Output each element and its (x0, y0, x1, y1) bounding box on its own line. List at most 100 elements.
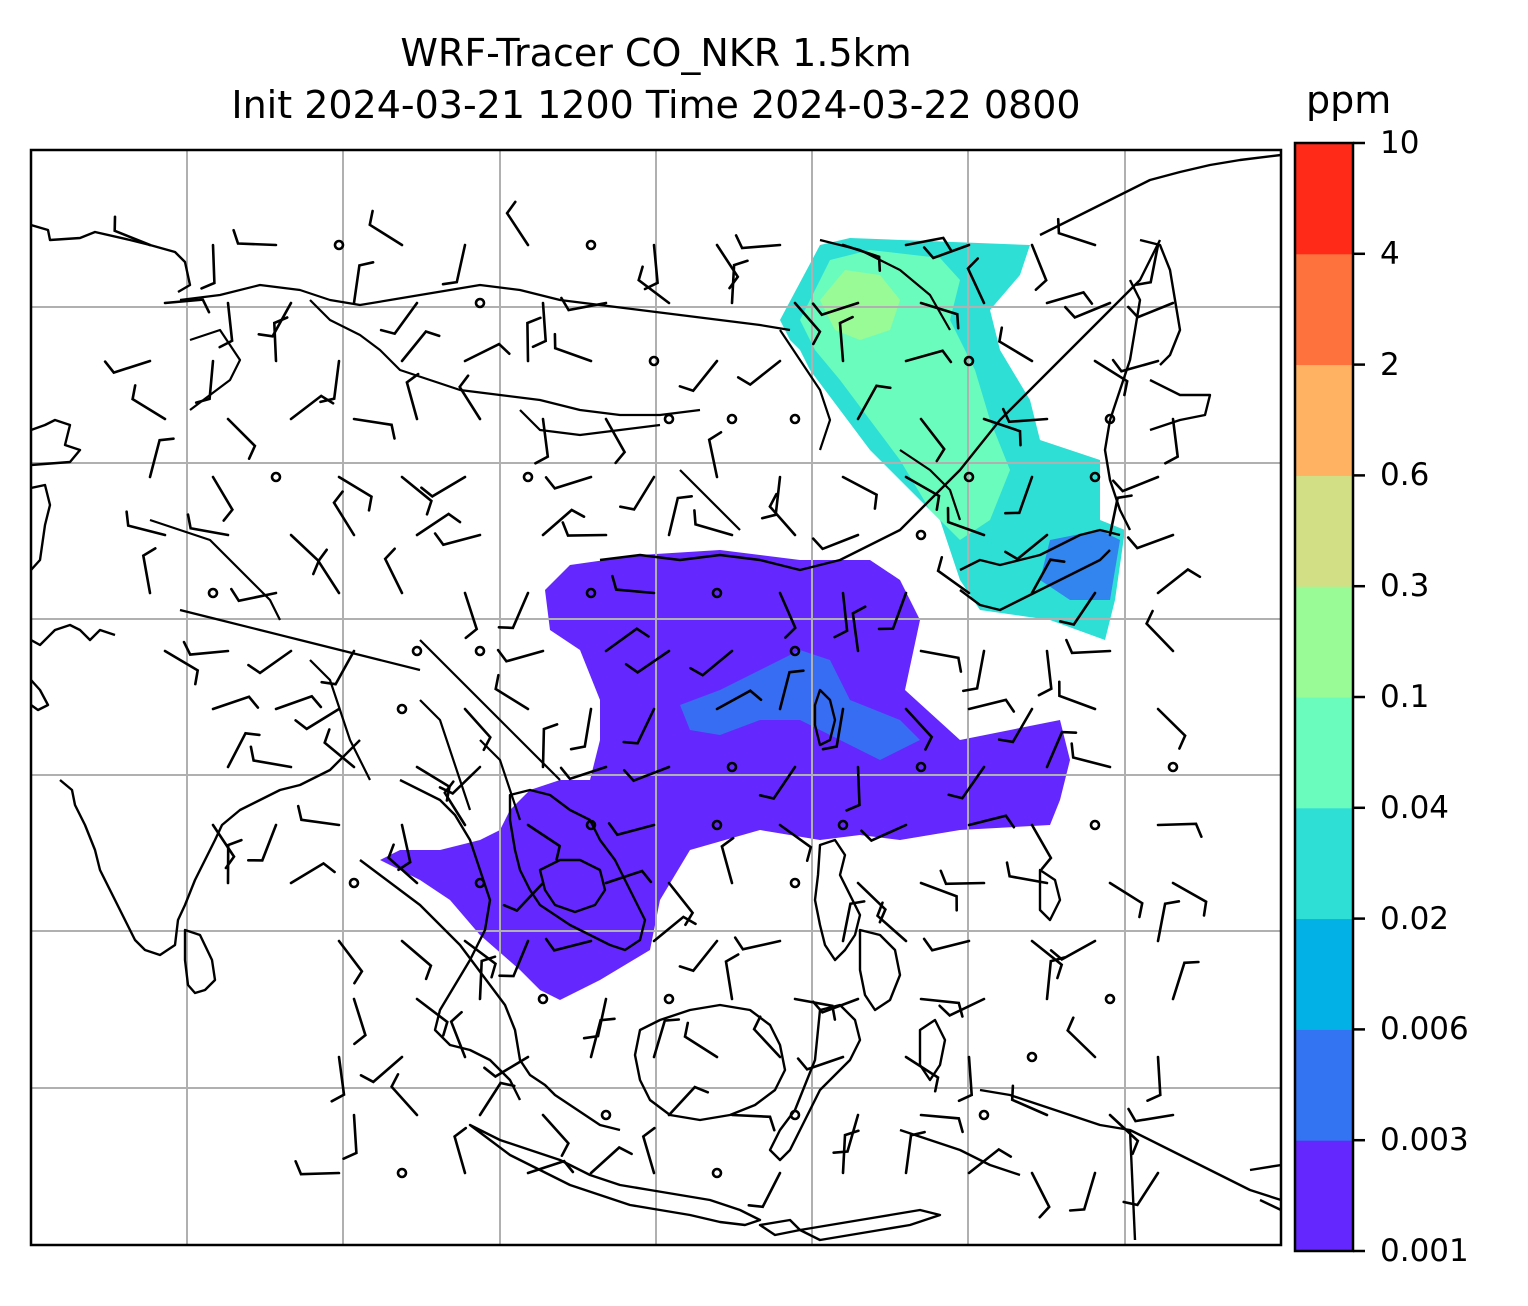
wind-barb (453, 1126, 468, 1175)
calm-wind-marker (963, 471, 975, 483)
wind-barb (226, 731, 261, 769)
calm-wind-marker (474, 645, 486, 657)
wind-barb (294, 1160, 341, 1176)
calm-wind-marker (270, 471, 282, 483)
wind-barb (1171, 960, 1200, 1001)
colorbar-segment (1295, 364, 1353, 476)
calm-wind-marker (663, 993, 675, 1005)
colorbar-tick-label: 0.3 (1380, 568, 1430, 605)
wind-barb (1156, 900, 1181, 943)
colorbar-tick-label: 2 (1380, 346, 1400, 383)
wind-barb (390, 1073, 419, 1117)
wind-barb (211, 475, 234, 522)
wind-barb (611, 574, 656, 595)
calm-wind-marker (396, 1167, 408, 1179)
wind-barb (463, 707, 492, 752)
calm-wind-marker (663, 413, 675, 425)
wind-barb (922, 937, 971, 952)
wind-barb (1049, 939, 1097, 961)
wind-barb (531, 301, 548, 349)
calm-wind-marker (978, 1109, 990, 1121)
wind-barb (919, 649, 963, 673)
wind-barb (760, 475, 782, 520)
wind-barb (400, 329, 441, 363)
wind-barb (582, 997, 608, 1040)
wind-barb (1111, 475, 1160, 493)
wind-barb (438, 765, 482, 795)
wind-barb (458, 374, 482, 421)
country-borders (149, 238, 962, 821)
wind-barb (247, 649, 293, 675)
wind-barb (1030, 939, 1064, 980)
wind-barb (736, 359, 782, 387)
calm-wind-marker (1104, 413, 1116, 425)
wind-barb (1005, 861, 1049, 885)
wind-barb (316, 548, 341, 595)
wind-barb (211, 695, 260, 711)
wind-barb (478, 1081, 516, 1117)
wind-barb (589, 1145, 633, 1175)
wind-barb (957, 1055, 974, 1103)
wind-barb (758, 765, 797, 800)
calm-wind-marker (711, 819, 723, 831)
wind-barb (821, 707, 845, 751)
wind-barb (678, 359, 719, 393)
calm-wind-marker (726, 761, 738, 773)
map-frame (29, 148, 1283, 1247)
wind-barb (652, 1018, 681, 1059)
calm-wind-marker (837, 819, 849, 831)
wind-barb (811, 533, 860, 551)
calm-wind-marker (411, 645, 423, 657)
wind-barb (1030, 243, 1048, 291)
wind-barb (793, 301, 822, 346)
calm-wind-marker (789, 877, 801, 889)
wind-barb (182, 640, 230, 656)
wind-barb (1070, 742, 1112, 769)
wind-barb (683, 1021, 719, 1059)
wind-barb (875, 901, 908, 943)
colorbar-tick-label: 0.04 (1380, 789, 1450, 826)
colorbar-tick-label: 0.006 (1380, 1011, 1469, 1048)
wind-barb (274, 694, 323, 711)
colorbar-segment (1295, 253, 1353, 366)
wind-barb (541, 508, 586, 537)
wind-barb (352, 261, 375, 305)
wind-barb (860, 823, 908, 843)
calm-wind-marker (1089, 819, 1101, 831)
plume-mid-band (680, 650, 920, 760)
colorbar (1295, 143, 1353, 1252)
wind-barb (904, 707, 934, 751)
calm-wind-marker (396, 703, 408, 715)
wind-barb (526, 823, 562, 861)
wind-barb (997, 707, 1034, 744)
calm-wind-marker (348, 877, 360, 889)
wind-barb (561, 521, 608, 537)
calm-wind-marker (1104, 993, 1116, 1005)
colorbar-tick-label: 0.02 (1380, 900, 1450, 937)
calm-wind-marker (600, 1109, 612, 1121)
wind-barb (833, 591, 849, 639)
calm-wind-marker (1089, 471, 1101, 483)
wind-barb (936, 556, 971, 595)
wind-barb (707, 431, 723, 479)
wind-barb (778, 591, 797, 639)
wind-barb (1126, 533, 1175, 550)
wind-barb (526, 316, 542, 363)
wind-barb (966, 257, 986, 305)
wind-barb (1108, 494, 1133, 537)
wind-barb (1004, 533, 1049, 561)
wind-barb (589, 1017, 616, 1059)
wind-barb (352, 417, 396, 440)
wind-barb (368, 209, 404, 247)
wind-barbs (103, 200, 1208, 1219)
wind-barb (497, 591, 530, 630)
wind-barb (415, 512, 462, 537)
wind-barb (125, 510, 167, 537)
wind-barb (420, 475, 467, 498)
wind-barb (163, 298, 211, 314)
wind-barb (652, 915, 697, 943)
wind-barb (851, 605, 867, 653)
wind-barb (289, 533, 321, 576)
colorbar-unit: ppm (1306, 78, 1392, 122)
